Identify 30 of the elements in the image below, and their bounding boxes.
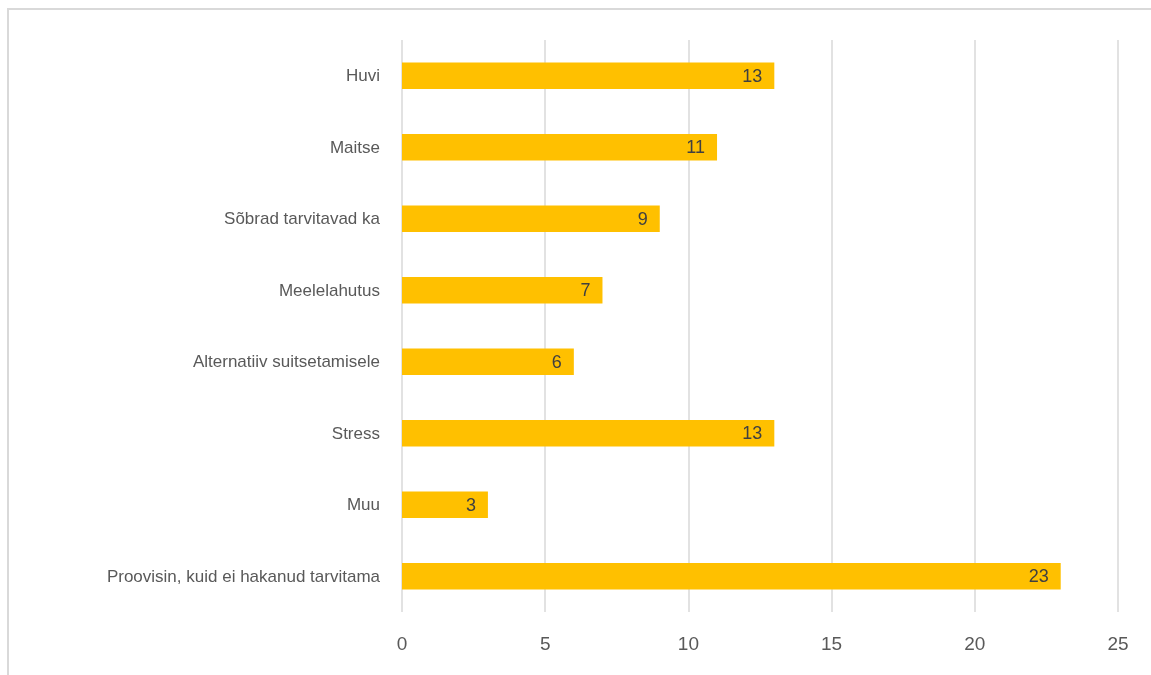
bar [402, 348, 574, 375]
data-label: 9 [637, 208, 648, 229]
data-label: 3 [465, 494, 476, 515]
y-tick-label: Meelelahutus [278, 280, 380, 300]
x-tick-label: 10 [677, 633, 699, 654]
data-label: 13 [742, 423, 763, 444]
y-tick-label: Alternatiiv suitsetamisele [192, 352, 380, 372]
x-tick-label: 20 [964, 633, 986, 654]
y-tick-label: Muu [346, 495, 380, 515]
data-label: 13 [742, 65, 763, 86]
data-label: 23 [1028, 566, 1049, 587]
x-tick-label: 15 [821, 633, 843, 654]
y-tick-label: Sõbrad tarvitavad ka [224, 209, 381, 229]
x-tick-label: 0 [396, 633, 408, 654]
bar [402, 205, 660, 232]
y-tick-label: Stress [331, 423, 380, 443]
bar [402, 563, 1061, 590]
y-tick-label: Maitse [329, 137, 380, 157]
bar [402, 134, 718, 161]
bar [402, 491, 488, 518]
x-tick-label: 25 [1107, 633, 1129, 654]
bar [402, 62, 775, 89]
bar [402, 277, 603, 304]
y-tick-label: Huvi [345, 66, 380, 86]
data-label: 6 [551, 351, 562, 372]
data-label: 7 [580, 280, 591, 301]
bar [402, 420, 775, 447]
x-tick-label: 5 [539, 633, 551, 654]
data-label: 11 [686, 137, 706, 158]
y-tick-label: Proovisin, kuid ei hakanud tarvitama [106, 566, 381, 586]
